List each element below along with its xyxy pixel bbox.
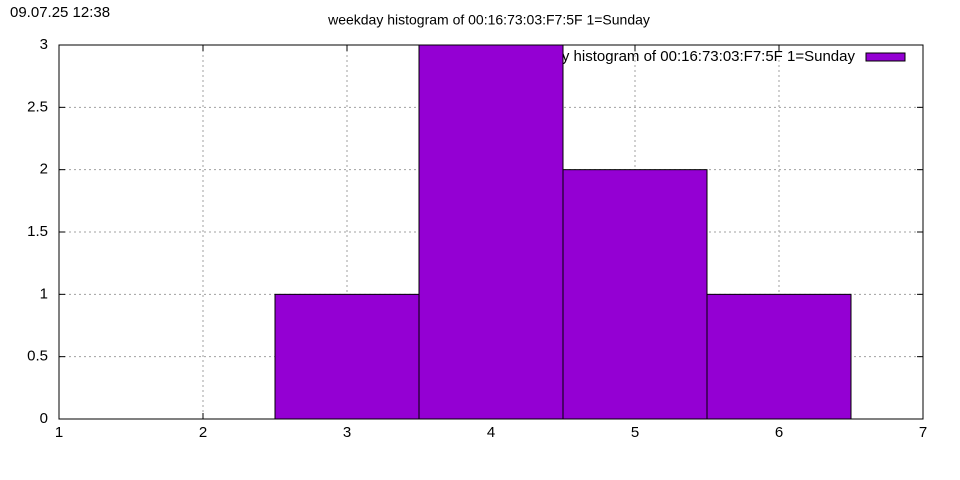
y-tick-label: 1.5 [27, 223, 48, 240]
plot-frame [58, 44, 924, 420]
x-tick-label: 4 [487, 424, 495, 441]
x-tick-label: 6 [775, 424, 783, 441]
x-tick-label: 1 [55, 424, 63, 441]
y-tick-label: 2 [40, 161, 48, 178]
legend-swatch [865, 52, 906, 62]
legend-label: weekday histogram of 00:16:73:03:F7:5F 1… [509, 48, 855, 65]
y-tick-label: 2.5 [27, 98, 48, 115]
timestamp: 09.07.25 12:38 [10, 4, 110, 21]
x-tick-label: 7 [919, 424, 927, 441]
bar [706, 293, 852, 420]
x-tick-label: 5 [631, 424, 639, 441]
chart-title: weekday histogram of 00:16:73:03:F7:5F 1… [327, 12, 650, 28]
bar [274, 293, 420, 420]
bar [418, 44, 564, 420]
y-tick-label: 0.5 [27, 348, 48, 365]
y-tick-label: 3 [40, 36, 48, 53]
x-tick-label: 3 [343, 424, 351, 441]
y-tick-label: 0 [40, 410, 48, 427]
y-tick-label: 1 [40, 285, 48, 302]
bar [562, 169, 708, 420]
x-tick-label: 2 [199, 424, 207, 441]
